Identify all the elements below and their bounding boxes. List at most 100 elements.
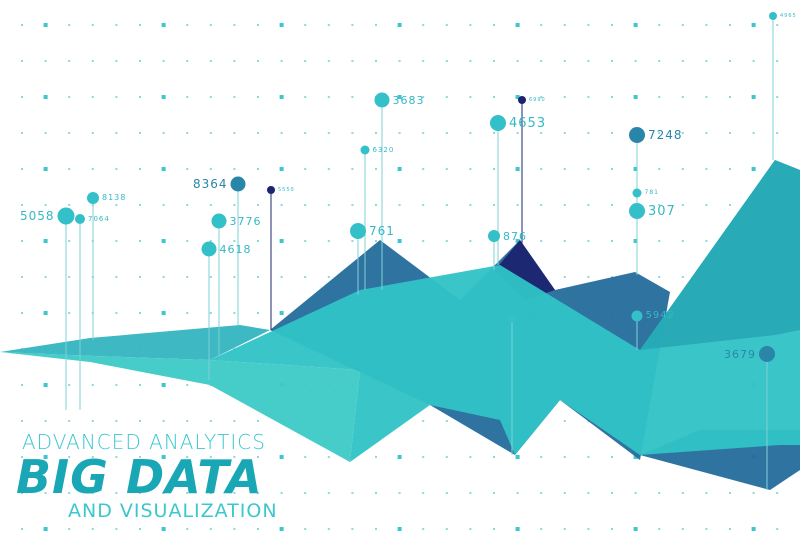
grid-dot <box>43 527 48 531</box>
grid-dot <box>91 96 94 98</box>
grid-dot <box>139 384 141 386</box>
headline-big-data: BIG DATA <box>16 450 263 504</box>
grid-dot <box>209 456 212 458</box>
grid-dot <box>587 132 590 134</box>
grid-dot <box>115 528 118 530</box>
grid-dot <box>658 276 661 278</box>
grid-dot <box>633 527 638 531</box>
grid-dot <box>515 455 520 459</box>
grid-dot <box>161 95 166 99</box>
grid-dot <box>68 24 71 26</box>
grid-dot <box>398 60 401 62</box>
data-point <box>629 203 645 219</box>
grid-dot <box>186 24 189 26</box>
grid-dot <box>681 132 684 134</box>
grid-dot <box>398 492 401 494</box>
grid-dot <box>233 420 236 422</box>
grid-dot <box>68 132 71 134</box>
grid-dot <box>68 240 71 242</box>
data-label: 3679 <box>724 347 756 361</box>
grid-dot <box>751 527 756 531</box>
grid-dot <box>280 60 283 62</box>
grid-dot <box>257 420 259 422</box>
grid-dot <box>493 168 495 170</box>
grid-dot <box>44 60 47 62</box>
grid-dot <box>327 24 330 26</box>
grid-dot <box>304 240 307 242</box>
grid-dot <box>44 132 47 134</box>
grid-dot <box>279 455 284 459</box>
data-point <box>75 214 85 224</box>
grid-dot <box>422 96 425 98</box>
grid-dot <box>209 420 212 422</box>
grid-dot <box>776 60 779 62</box>
grid-dot <box>540 204 543 206</box>
grid-dot <box>681 204 684 206</box>
grid-dot <box>68 96 71 98</box>
grid-dot <box>515 95 520 99</box>
grid-dot <box>139 420 141 422</box>
grid-dot <box>186 492 189 494</box>
grid-dot <box>115 204 118 206</box>
grid-dot <box>327 204 330 206</box>
grid-dot <box>422 24 425 26</box>
grid-dot <box>658 492 661 494</box>
grid-dot <box>44 420 47 422</box>
grid-dot <box>68 60 71 62</box>
grid-dot <box>681 492 684 494</box>
grid-dot <box>445 168 448 170</box>
left-ribbon <box>0 325 270 360</box>
grid-dot <box>493 528 495 530</box>
grid-dot <box>658 60 661 62</box>
grid-dot <box>587 60 590 62</box>
grid-dot <box>280 132 283 134</box>
data-point <box>360 145 370 155</box>
grid-dot <box>422 204 425 206</box>
data-label: 876 <box>503 229 527 243</box>
grid-dot <box>162 420 165 422</box>
grid-dot <box>115 24 118 26</box>
grid-dot <box>587 240 590 242</box>
data-point <box>57 207 75 225</box>
grid-dot <box>611 204 613 206</box>
grid-dot <box>327 96 330 98</box>
grid-dot <box>257 60 259 62</box>
grid-dot <box>587 204 590 206</box>
grid-dot <box>68 420 71 422</box>
grid-dot <box>751 23 756 27</box>
grid-dot <box>233 312 236 314</box>
grid-dot <box>633 239 638 243</box>
grid-dot <box>658 204 661 206</box>
grid-dot <box>681 24 684 26</box>
grid-dot <box>469 60 472 62</box>
data-label: 307 <box>648 203 676 219</box>
grid-dot <box>705 96 708 98</box>
grid-dot <box>681 60 684 62</box>
grid-dot <box>44 276 47 278</box>
grid-dot <box>186 96 189 98</box>
data-label: 7248 <box>648 128 683 142</box>
grid-dot <box>186 312 189 314</box>
grid-dot <box>398 204 401 206</box>
grid-dot <box>516 204 519 206</box>
grid-dot <box>91 168 94 170</box>
grid-dot <box>351 168 354 170</box>
grid-dot <box>681 528 684 530</box>
grid-dot <box>162 492 165 494</box>
grid-dot <box>233 456 236 458</box>
grid-dot <box>658 24 661 26</box>
grid-dot <box>540 528 543 530</box>
grid-dot <box>752 132 755 134</box>
grid-dot <box>257 240 259 242</box>
grid-dot <box>233 96 236 98</box>
data-label: 4965 <box>780 12 797 19</box>
grid-dot <box>115 132 118 134</box>
grid-dot <box>493 60 495 62</box>
grid-dot <box>540 240 543 242</box>
grid-dot <box>304 492 307 494</box>
grid-dot <box>257 24 259 26</box>
subtitle-visualization: AND VISUALIZATION <box>68 500 278 522</box>
grid-dot <box>21 240 23 242</box>
grid-dot <box>375 456 377 458</box>
